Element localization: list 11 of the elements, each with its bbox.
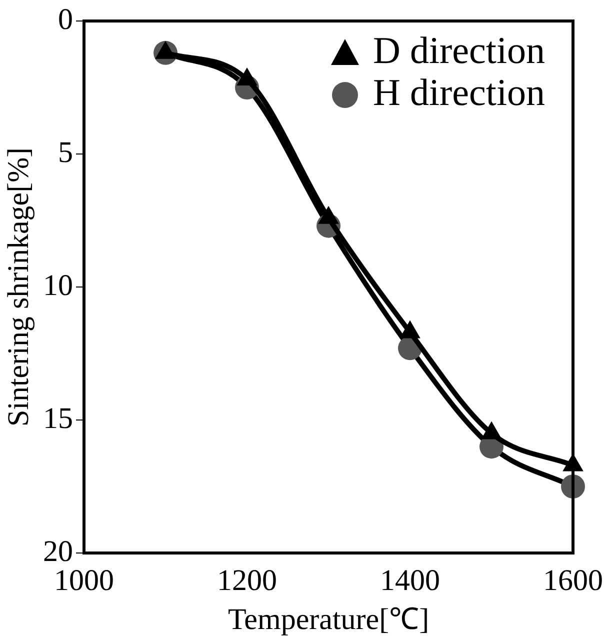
legend-label: H direction xyxy=(373,72,546,114)
y-tick-label: 0 xyxy=(58,2,73,36)
y-tick-label: 5 xyxy=(58,136,73,169)
legend-label: D direction xyxy=(373,30,546,72)
y-tick-label: 10 xyxy=(43,268,73,302)
x-tick-label: 1400 xyxy=(380,564,440,597)
x-tick-label: 1600 xyxy=(543,564,603,597)
y-axis-title: Sintering shrinkage[%] xyxy=(2,147,35,427)
y-tick-label: 15 xyxy=(43,402,73,435)
x-tick-label: 1200 xyxy=(217,564,277,597)
x-axis-title: Temperature[℃] xyxy=(228,602,430,636)
